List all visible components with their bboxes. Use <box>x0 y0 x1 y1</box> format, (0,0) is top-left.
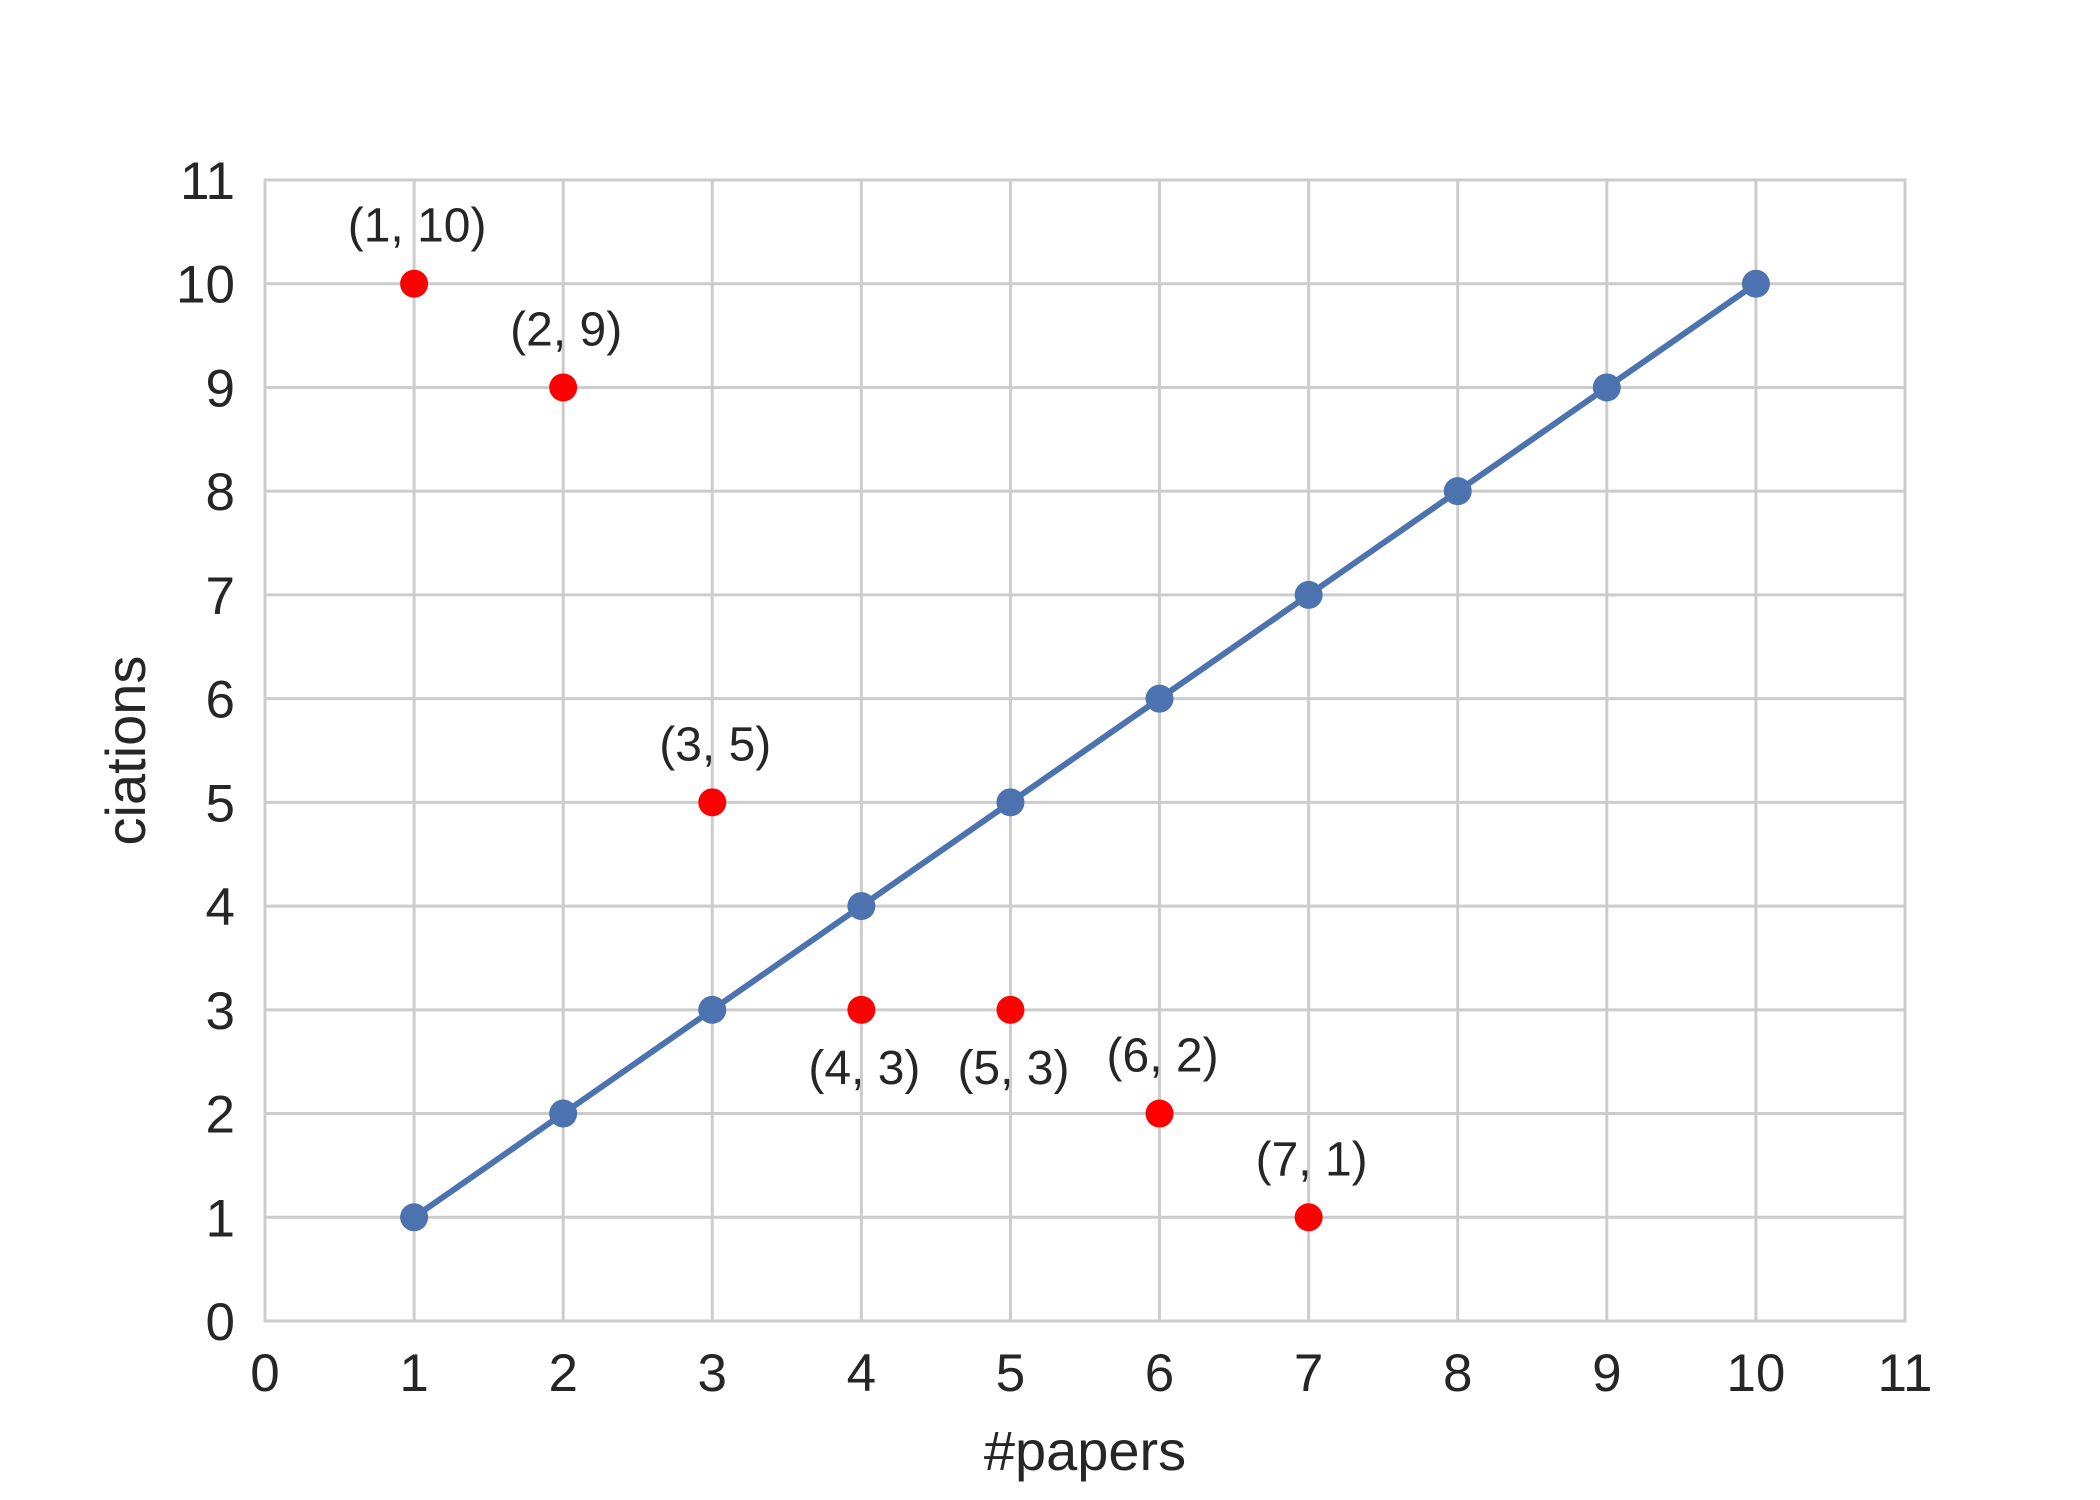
x-tick-label: 4 <box>847 1344 876 1403</box>
point-annotation-label: (7, 1) <box>1256 1133 1368 1186</box>
diagonal-series-line <box>412 281 1758 1220</box>
point-annotation-label: (5, 3) <box>957 1042 1069 1095</box>
red-data-point <box>847 995 876 1024</box>
diagonal-series-point <box>1443 477 1472 506</box>
x-tick-label: 11 <box>1877 1344 1932 1403</box>
red-data-point <box>400 269 429 298</box>
y-tick-label: 1 <box>206 1189 235 1248</box>
y-tick-label: 11 <box>180 152 235 211</box>
x-tick-label: 2 <box>548 1344 577 1403</box>
red-data-point <box>549 373 578 402</box>
point-annotation-label: (3, 5) <box>659 718 771 771</box>
diagonal-series-point <box>1145 684 1174 713</box>
diagonal-series-point <box>847 892 876 921</box>
point-annotation-label: (4, 3) <box>808 1042 920 1095</box>
data-series <box>400 269 1770 1232</box>
y-tick-label: 4 <box>206 878 235 937</box>
red-data-point <box>698 788 727 817</box>
x-tick-label: 0 <box>250 1344 279 1403</box>
y-tick-label: 2 <box>206 1086 235 1145</box>
y-tick-label: 10 <box>176 256 235 315</box>
x-tick-label: 3 <box>698 1344 727 1403</box>
red-data-point <box>1145 1099 1174 1128</box>
diagonal-series-point <box>1592 373 1621 402</box>
diagonal-series-point <box>1741 269 1770 298</box>
y-tick-label: 6 <box>206 671 235 730</box>
diagonal-series-point <box>698 995 727 1024</box>
x-tick-label: 10 <box>1726 1344 1785 1403</box>
y-tick-label: 7 <box>206 567 235 626</box>
point-annotation-label: (1, 10) <box>348 200 487 253</box>
y-tick-label: 5 <box>206 774 235 833</box>
red-data-point <box>1294 1203 1323 1232</box>
red-data-point <box>996 995 1025 1024</box>
point-annotation-label: (2, 9) <box>510 303 622 356</box>
x-tick-label: 5 <box>996 1344 1025 1403</box>
point-annotation-label: (6, 2) <box>1107 1030 1219 1083</box>
x-tick-label: 9 <box>1592 1344 1621 1403</box>
diagonal-series-point <box>1294 580 1323 609</box>
x-tick-label: 8 <box>1443 1344 1472 1403</box>
plot-area-frame <box>263 178 1907 1323</box>
y-tick-label: 8 <box>206 463 235 522</box>
y-tick-label: 0 <box>206 1293 235 1352</box>
x-tick-label: 6 <box>1145 1344 1174 1403</box>
diagonal-series-point <box>400 1203 429 1232</box>
x-axis-tick-labels: 0 1 2 3 4 5 6 7 8 9 10 11 <box>250 1344 1932 1403</box>
diagonal-series-point <box>549 1099 578 1128</box>
y-axis-title: ciations <box>94 656 157 846</box>
y-tick-label: 9 <box>206 359 235 418</box>
y-tick-label: 3 <box>206 982 235 1041</box>
x-axis-title: #papers <box>984 1419 1186 1482</box>
diagonal-series-point <box>996 788 1025 817</box>
x-tick-label: 7 <box>1294 1344 1323 1403</box>
x-tick-label: 1 <box>399 1344 428 1403</box>
point-labels: (1, 10) (2, 9) (3, 5) (4, 3) (5, 3) (6, 2) (7,… <box>348 200 1368 1187</box>
y-axis-tick-labels: 0 1 2 3 4 5 6 7 8 9 10 11 <box>176 152 235 1352</box>
